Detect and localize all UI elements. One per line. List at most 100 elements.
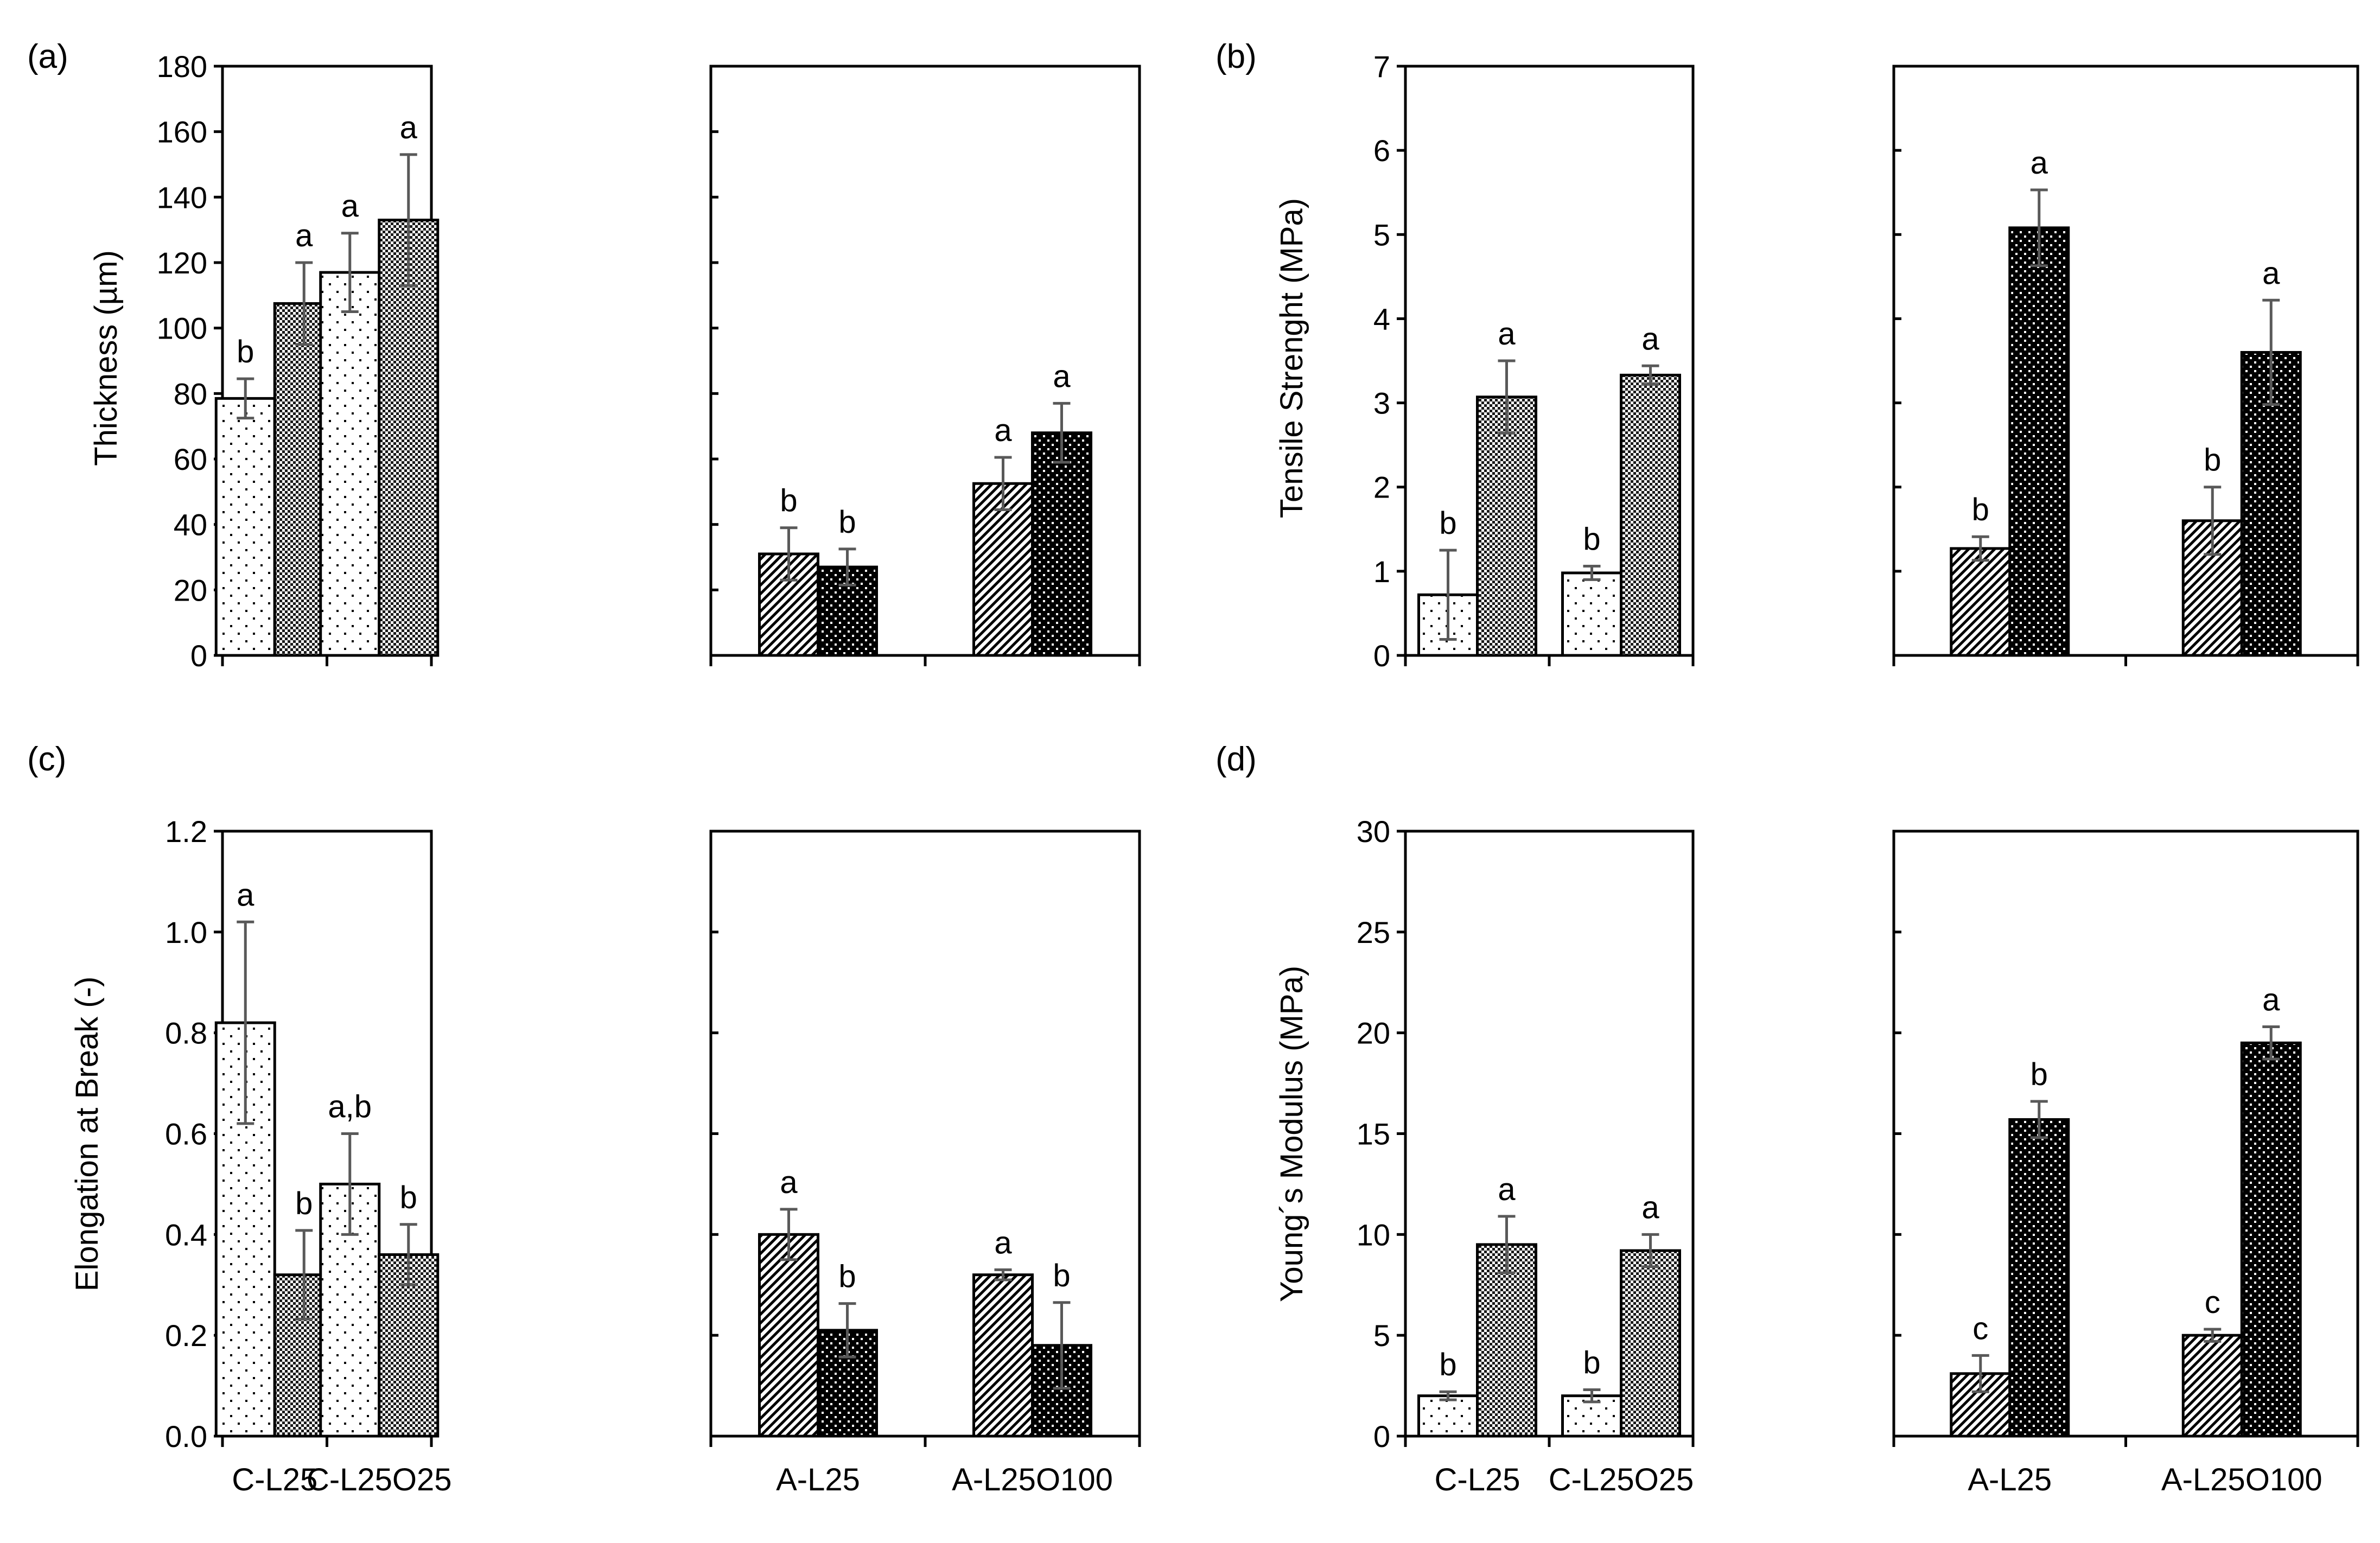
significance-letter: a bbox=[341, 189, 359, 224]
significance-letter: b bbox=[780, 483, 797, 519]
y-tick-label: 0.2 bbox=[165, 1318, 207, 1353]
significance-letter: a bbox=[994, 1225, 1012, 1260]
subplot-c-series: C-L25 b a C-L25O25 b a bbox=[1404, 830, 1695, 1497]
panel-label-c: (c) bbox=[27, 741, 66, 778]
bar-dots-sparse bbox=[214, 397, 276, 657]
significance-letter: a,b bbox=[328, 1089, 372, 1125]
x-tick-label: C-L25O25 bbox=[307, 1462, 452, 1497]
bar-dots-sparse bbox=[1417, 1394, 1479, 1438]
y-tick-label: 4 bbox=[1373, 302, 1390, 336]
panel-d: 051015202530C-L25baC-L25O25baA-L25cbA-L2… bbox=[1357, 814, 2359, 1497]
y-tick-label: 180 bbox=[157, 49, 207, 84]
y-tick-label: 10 bbox=[1357, 1217, 1390, 1252]
y-tick-label: 0.4 bbox=[165, 1217, 207, 1252]
y-tick-label: 1 bbox=[1373, 554, 1390, 589]
y-tick-label: 0.8 bbox=[165, 1016, 207, 1050]
significance-letter: b bbox=[295, 1186, 313, 1221]
panel-c: 0.0 0.2 0.4 0.6 0.8 1.0 1.2 C-L25 a b C-L25O25 a,b b… bbox=[165, 814, 1141, 1497]
y-tick-label: 0.6 bbox=[165, 1117, 207, 1151]
subplot-a-series: b a b a bbox=[1892, 65, 2359, 666]
x-tick-label: C-L25 bbox=[232, 1462, 317, 1497]
y-tick-label: 0 bbox=[190, 639, 207, 673]
bar-checker-grey bbox=[1476, 396, 1537, 657]
x-tick-label: C-L25 bbox=[1435, 1462, 1520, 1497]
significance-letter: a bbox=[400, 110, 418, 145]
x-tick-label: A-L25 bbox=[776, 1462, 860, 1497]
bar-diagonal-hatch bbox=[1950, 547, 2012, 657]
subplot-a-series: A-L25 a b A-L25O100 a b bbox=[709, 830, 1141, 1497]
bar-dots-sparse bbox=[1561, 571, 1622, 657]
x-tick-label: C-L25O25 bbox=[1549, 1462, 1694, 1497]
y-tick-label: 3 bbox=[1373, 386, 1390, 420]
significance-letter: a bbox=[2262, 983, 2280, 1018]
y-axis-title-b: Tensile Strenght (MPa) bbox=[1274, 198, 1309, 518]
bar-dots-dense-black bbox=[1031, 431, 1092, 657]
significance-letter: b bbox=[400, 1180, 417, 1215]
significance-letter: a bbox=[2031, 145, 2048, 181]
subplot-a-series: A-L25 c b A-L25O100 c a bbox=[1892, 830, 2359, 1497]
x-tick-label: A-L25O100 bbox=[2161, 1462, 2322, 1497]
subplot-c-series: C-L25 a b C-L25O25 a,b b bbox=[214, 830, 452, 1497]
panel-label-a: (a) bbox=[27, 38, 68, 75]
y-tick-label: 120 bbox=[157, 246, 207, 280]
significance-letter: a bbox=[2262, 256, 2280, 291]
y-tick-label: 7 bbox=[1373, 49, 1390, 84]
panel-label-d: (d) bbox=[1216, 741, 1257, 778]
significance-letter: b bbox=[838, 1259, 856, 1295]
significance-letter: b bbox=[1583, 522, 1600, 557]
y-tick-label: 60 bbox=[174, 442, 207, 476]
significance-letter: a bbox=[780, 1165, 798, 1200]
bar-diagonal-hatch bbox=[2181, 1334, 2243, 1438]
y-tick-label: 80 bbox=[174, 377, 207, 411]
subplot-c-series: b a b a bbox=[1404, 65, 1695, 666]
significance-letter: a bbox=[1498, 316, 1516, 352]
y-tick-label: 0 bbox=[1373, 1419, 1390, 1453]
bar-checker-grey bbox=[378, 219, 440, 657]
y-tick-label: 40 bbox=[174, 508, 207, 542]
bar-diagonal-hatch bbox=[972, 482, 1034, 657]
bar-checker-grey bbox=[1620, 373, 1681, 657]
x-tick-label: A-L25 bbox=[1968, 1462, 2052, 1497]
y-tick-label: 0.0 bbox=[165, 1419, 207, 1453]
bar-checker-grey bbox=[1476, 1243, 1537, 1438]
y-tick-label: 5 bbox=[1373, 218, 1390, 252]
bar-dots-dense-black bbox=[2240, 1041, 2302, 1438]
plots-layer: 020406080100120140160180baaabbaa01234567… bbox=[157, 49, 2359, 1497]
significance-letter: a bbox=[295, 218, 313, 253]
y-tick-label: 30 bbox=[1357, 814, 1390, 849]
y-axis-title-d: Young´s Modulus (MPa) bbox=[1274, 966, 1309, 1302]
significance-letter: b bbox=[2031, 1057, 2048, 1092]
significance-letter: b bbox=[1583, 1346, 1600, 1381]
x-tick-label: A-L25O100 bbox=[952, 1462, 1113, 1497]
y-tick-label: 1.0 bbox=[165, 915, 207, 949]
significance-letter: b bbox=[1053, 1258, 1070, 1293]
subplot-a-series: b b a a bbox=[709, 65, 1141, 666]
significance-letter: b bbox=[1439, 506, 1456, 541]
bar-checker-grey bbox=[1620, 1249, 1681, 1438]
significance-letter: b bbox=[2204, 443, 2221, 478]
y-tick-label: 20 bbox=[174, 573, 207, 607]
bar-diagonal-hatch bbox=[972, 1273, 1034, 1438]
y-axis-title-a: Thickness (µm) bbox=[88, 250, 124, 466]
y-tick-label: 100 bbox=[157, 311, 207, 346]
bar-diagonal-hatch bbox=[758, 1233, 819, 1438]
significance-letter: a bbox=[1641, 1190, 1659, 1225]
significance-letter: a bbox=[237, 877, 254, 913]
significance-letter: c bbox=[1972, 1311, 1988, 1346]
y-tick-label: 1.2 bbox=[165, 814, 207, 849]
panel-b: 0 1 2 3 4 5 6 7 b a b a b a b a bbox=[1373, 49, 2359, 673]
panel-label-b: (b) bbox=[1216, 38, 1257, 75]
bar-dots-dense-black bbox=[2008, 226, 2070, 657]
y-tick-label: 160 bbox=[157, 115, 207, 149]
y-tick-label: 5 bbox=[1373, 1318, 1390, 1353]
significance-letter: a bbox=[1053, 359, 1071, 394]
bar-dots-sparse bbox=[319, 271, 381, 657]
y-tick-label: 6 bbox=[1373, 133, 1390, 168]
y-tick-label: 25 bbox=[1357, 915, 1390, 949]
y-tick-label: 20 bbox=[1357, 1016, 1390, 1050]
significance-letter: b bbox=[1972, 492, 1989, 527]
y-axis-title-c: Elongation at Break (-) bbox=[69, 977, 105, 1291]
